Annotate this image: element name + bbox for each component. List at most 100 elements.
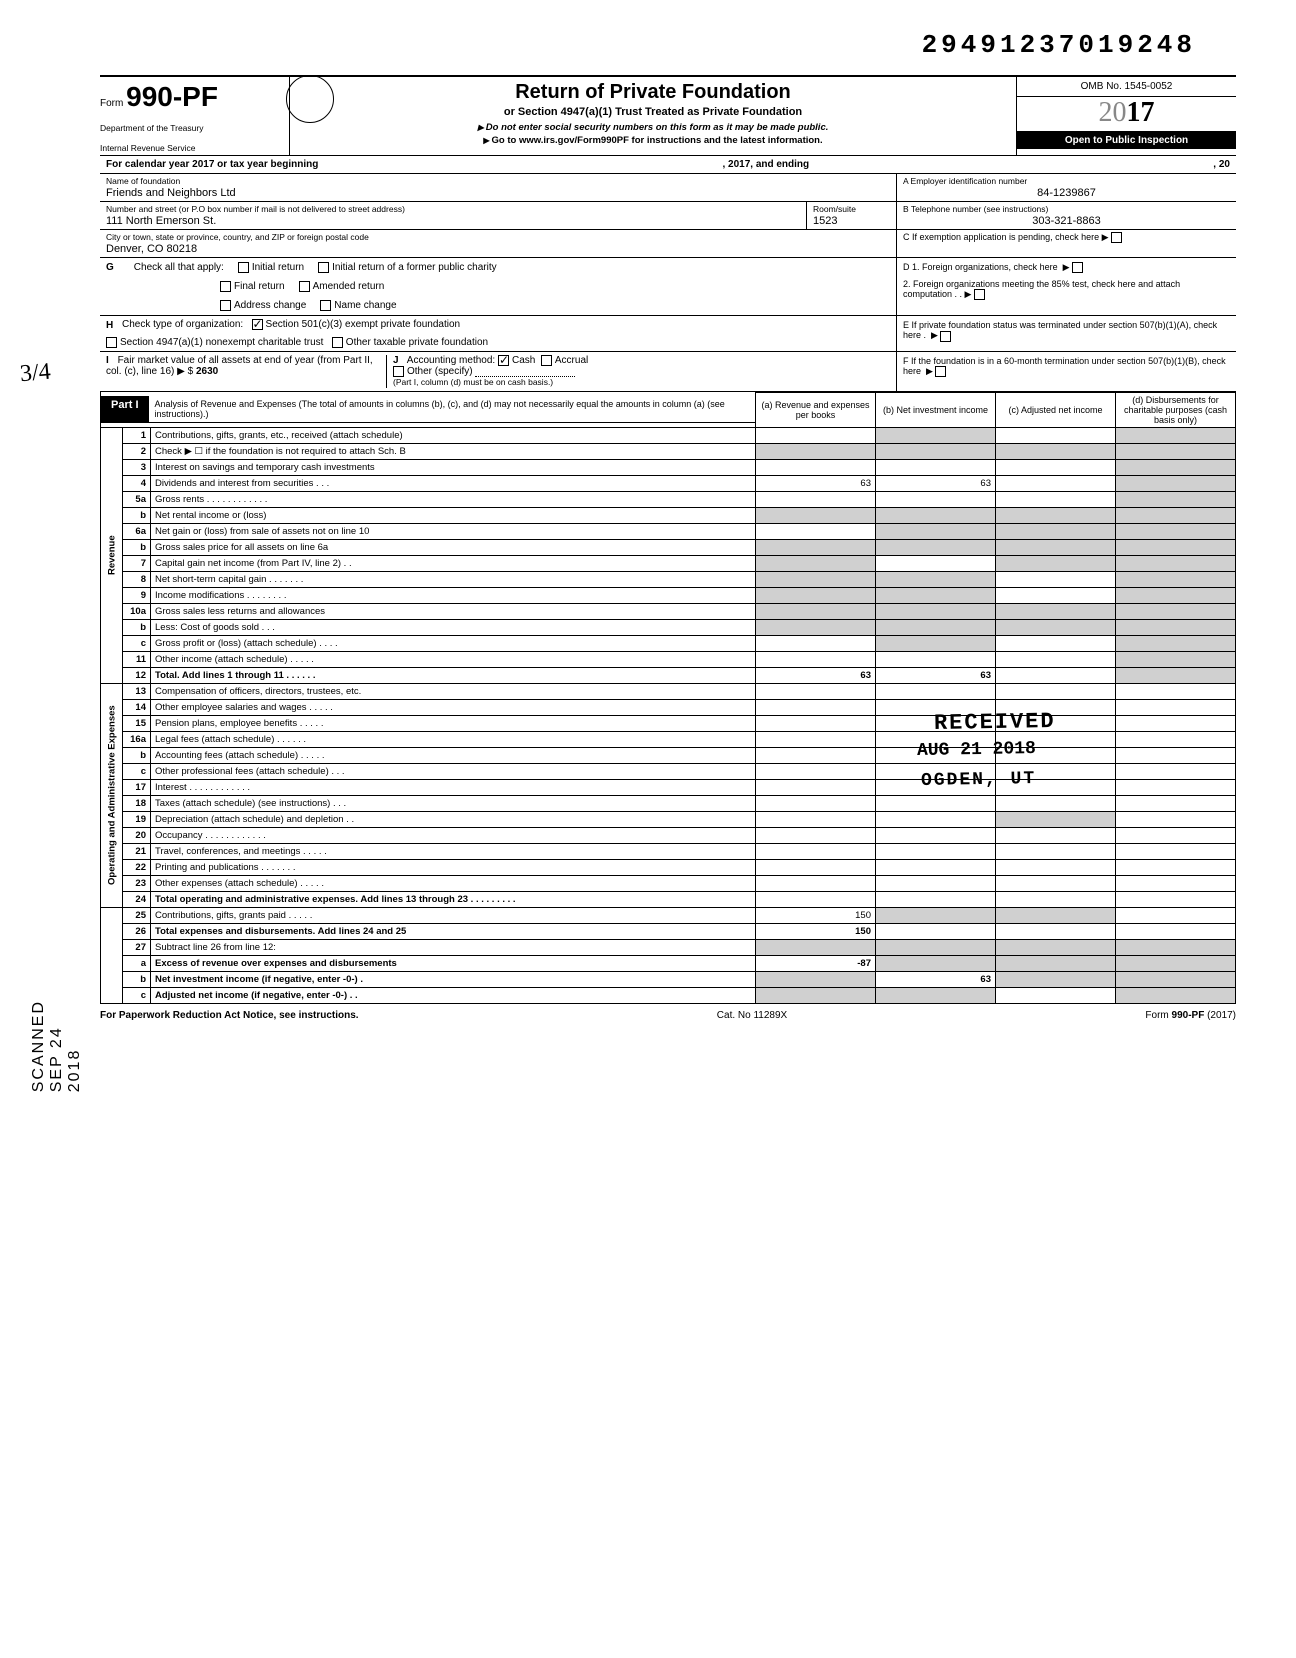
cell-value: 63 <box>756 475 876 491</box>
line-num: 14 <box>123 699 151 715</box>
j-other: Other (specify) <box>407 366 473 377</box>
j-label: J <box>393 355 399 366</box>
ssn-warning: Do not enter social security numbers on … <box>298 122 1008 133</box>
part1-table: Part I Analysis of Revenue and Expenses … <box>100 392 1236 1004</box>
cb-other-method[interactable] <box>393 366 404 377</box>
cb-cash[interactable] <box>498 355 509 366</box>
line-num: 8 <box>123 571 151 587</box>
line-desc: Interest . . . . . . . . . . . . <box>151 779 756 795</box>
cb-d1[interactable] <box>1072 262 1083 273</box>
line-desc: Interest on savings and temporary cash i… <box>151 459 756 475</box>
line-desc: Other expenses (attach schedule) . . . .… <box>151 875 756 891</box>
form-number: 990-PF <box>126 81 218 112</box>
h-opt3: Other taxable private foundation <box>346 337 488 348</box>
i-label: I <box>106 355 109 366</box>
cb-name-change[interactable] <box>320 300 331 311</box>
line-num: c <box>123 763 151 779</box>
line-desc: Taxes (attach schedule) (see instruction… <box>151 795 756 811</box>
col-b-header: (b) Net investment income <box>876 392 996 427</box>
cb-amended-return[interactable] <box>299 281 310 292</box>
line-desc: Adjusted net income (if negative, enter … <box>151 987 756 1003</box>
form-title: Return of Private Foundation <box>298 81 1008 104</box>
cb-address-change[interactable] <box>220 300 231 311</box>
line-num: 25 <box>123 907 151 923</box>
line-num: 26 <box>123 923 151 939</box>
h-opt1: Section 501(c)(3) exempt private foundat… <box>266 320 461 331</box>
opt-initial: Initial return <box>252 262 304 273</box>
cb-501c3[interactable] <box>252 319 263 330</box>
cell-value: 63 <box>876 667 996 683</box>
dln-number: 29491237019248 <box>922 30 1196 60</box>
calendar-year-row: For calendar year 2017 or tax year begin… <box>100 156 1236 174</box>
cell-value: 150 <box>756 907 876 923</box>
line-num: 6a <box>123 523 151 539</box>
j-cash: Cash <box>512 355 535 366</box>
cal-year-end-label: , 2017, and ending <box>722 159 809 170</box>
line-num: 1 <box>123 427 151 443</box>
expenses-side-label: Operating and Administrative Expenses <box>101 683 123 907</box>
cell-value: 150 <box>756 923 876 939</box>
dept-irs: Internal Revenue Service <box>100 143 283 153</box>
page-footer: For Paperwork Reduction Act Notice, see … <box>100 1004 1236 1021</box>
opt-final: Final return <box>234 281 285 292</box>
cb-f[interactable] <box>935 366 946 377</box>
city-value: Denver, CO 80218 <box>106 242 890 255</box>
c-exemption-label: C If exemption application is pending, c… <box>903 232 1109 242</box>
line-num: b <box>123 619 151 635</box>
j-accrual: Accrual <box>555 355 588 366</box>
line-desc: Less: Cost of goods sold . . . <box>151 619 756 635</box>
part1-description: Analysis of Revenue and Expenses (The to… <box>149 396 755 423</box>
line-num: 22 <box>123 859 151 875</box>
form-subtitle: or Section 4947(a)(1) Trust Treated as P… <box>298 106 1008 118</box>
col-a-header: (a) Revenue and expenses per books <box>756 392 876 427</box>
line-num: c <box>123 635 151 651</box>
cb-initial-return[interactable] <box>238 262 249 273</box>
phone-value: 303-321-8863 <box>903 214 1230 227</box>
ein-label: A Employer identification number <box>903 176 1230 186</box>
line-desc: Dividends and interest from securities .… <box>151 475 756 491</box>
line-desc: Net short-term capital gain . . . . . . … <box>151 571 756 587</box>
form-header: Form 990-PF Department of the Treasury I… <box>100 75 1236 156</box>
line-desc: Travel, conferences, and meetings . . . … <box>151 843 756 859</box>
line-num: 7 <box>123 555 151 571</box>
line-num: 24 <box>123 891 151 907</box>
line-desc: Depreciation (attach schedule) and deple… <box>151 811 756 827</box>
line-desc: Legal fees (attach schedule) . . . . . . <box>151 731 756 747</box>
part1-tab: Part I <box>101 396 149 423</box>
line-num: 18 <box>123 795 151 811</box>
cb-e[interactable] <box>940 331 951 342</box>
open-inspection-badge: Open to Public Inspection <box>1017 132 1236 149</box>
cb-initial-former[interactable] <box>318 262 329 273</box>
line-num: 23 <box>123 875 151 891</box>
line-num: 5a <box>123 491 151 507</box>
cb-final-return[interactable] <box>220 281 231 292</box>
cb-d2[interactable] <box>974 289 985 300</box>
form-number-block: Form 990-PF Department of the Treasury I… <box>100 77 290 155</box>
j-note: (Part I, column (d) must be on cash basi… <box>393 377 553 387</box>
line-desc: Total operating and administrative expen… <box>151 891 756 907</box>
cb-accrual[interactable] <box>541 355 552 366</box>
line-desc: Other income (attach schedule) . . . . . <box>151 651 756 667</box>
col-d-header: (d) Disbursements for charitable purpose… <box>1116 392 1236 427</box>
line-num: 12 <box>123 667 151 683</box>
revenue-side-label: Revenue <box>101 427 123 683</box>
cb-4947a1[interactable] <box>106 337 117 348</box>
i-text: Fair market value of all assets at end o… <box>106 355 373 377</box>
g-text: Check all that apply: <box>134 262 224 273</box>
c-checkbox[interactable] <box>1111 232 1122 243</box>
line-desc: Income modifications . . . . . . . . <box>151 587 756 603</box>
footer-paperwork: For Paperwork Reduction Act Notice, see … <box>100 1010 359 1021</box>
line-num: b <box>123 971 151 987</box>
d2-label: 2. Foreign organizations meeting the 85%… <box>903 279 1180 299</box>
line-desc: Pension plans, employee benefits . . . .… <box>151 715 756 731</box>
entity-info-block: Name of foundation Friends and Neighbors… <box>100 174 1236 258</box>
h-text: Check type of organization: <box>122 320 243 331</box>
cb-other-taxable[interactable] <box>332 337 343 348</box>
line-num: 21 <box>123 843 151 859</box>
cal-year-suffix: , 20 <box>1213 159 1230 170</box>
opt-name-change: Name change <box>334 300 396 311</box>
line-num: b <box>123 507 151 523</box>
line-num: 19 <box>123 811 151 827</box>
line-num: b <box>123 747 151 763</box>
line-num: 20 <box>123 827 151 843</box>
